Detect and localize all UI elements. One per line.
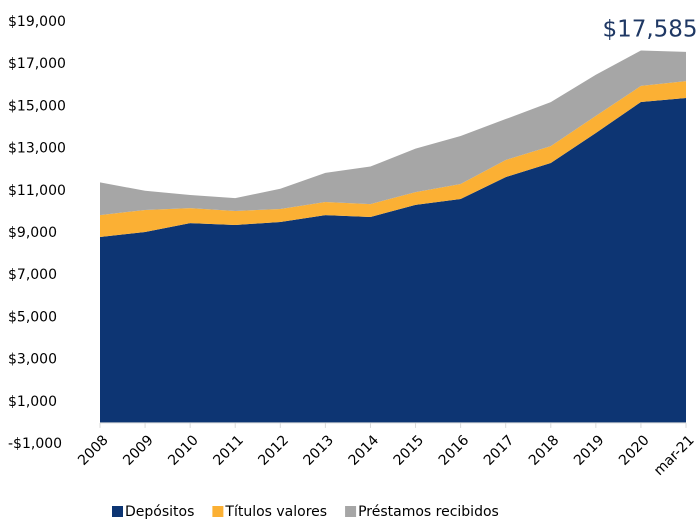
x-tick-label: 2011 xyxy=(210,432,247,469)
x-tick-label: 2014 xyxy=(346,432,383,469)
x-tick-label: 2017 xyxy=(481,432,518,469)
y-tick-label: $1,000 xyxy=(8,394,57,410)
x-tick-label: 2008 xyxy=(75,432,112,469)
y-tick-label: $5,000 xyxy=(8,309,57,325)
x-tick-label: mar-21 xyxy=(651,432,698,479)
x-tick-label: 2018 xyxy=(526,432,563,469)
x-tick-label: 2020 xyxy=(616,432,653,469)
legend-label: Préstamos recibidos xyxy=(358,504,499,520)
x-tick-label: 2010 xyxy=(165,432,202,469)
area xyxy=(100,81,686,238)
x-tick-label: 2015 xyxy=(391,432,428,469)
y-tick-label: $9,000 xyxy=(8,225,57,241)
x-tick-label: 2019 xyxy=(571,432,608,469)
legend-label: Depósitos xyxy=(125,504,194,520)
y-tick-label: -$1,000 xyxy=(8,436,62,452)
y-tick-label: $13,000 xyxy=(8,141,66,157)
y-tick-label: $17,000 xyxy=(8,56,66,72)
area xyxy=(100,97,686,423)
x-tick-label: 2012 xyxy=(255,432,292,469)
y-tick-label: $15,000 xyxy=(8,98,66,114)
legend-swatch xyxy=(112,506,123,517)
legend-swatch xyxy=(212,506,224,517)
x-tick-label: 2013 xyxy=(301,432,338,469)
y-tick-label: $19,000 xyxy=(8,14,66,30)
x-tick-label: 2009 xyxy=(120,432,157,469)
legend-label: Títulos valores xyxy=(224,504,327,520)
y-tick-label: $11,000 xyxy=(8,183,66,199)
y-tick-label: $3,000 xyxy=(8,352,57,368)
y-tick-label: $7,000 xyxy=(8,267,57,283)
legend-swatch xyxy=(345,506,357,517)
annotation: $17,585 xyxy=(602,17,697,43)
x-tick-label: 2016 xyxy=(436,432,473,469)
area xyxy=(100,50,686,216)
